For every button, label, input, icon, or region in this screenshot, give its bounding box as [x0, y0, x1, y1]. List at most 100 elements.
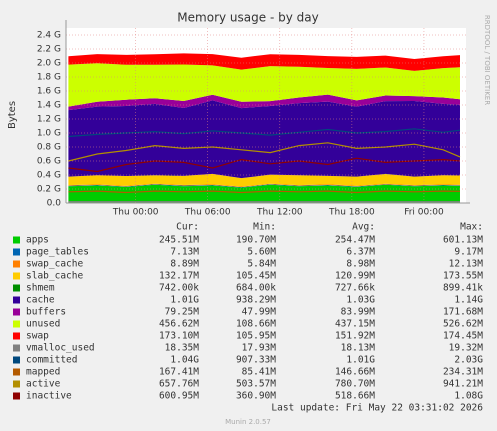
y-axis-label: Bytes — [7, 101, 18, 129]
legend-label: swap_cache — [26, 259, 83, 270]
stat-value: 19.32M — [449, 343, 484, 354]
stat-value: 120.99M — [335, 271, 375, 282]
legend-label: shmem — [26, 283, 55, 294]
stat-value: 18.13M — [341, 343, 376, 354]
legend-swatch — [13, 308, 20, 316]
y-tick-label: 1.2 G — [37, 115, 61, 125]
stat-value: 245.51M — [159, 235, 199, 246]
legend-label: inactive — [26, 391, 72, 402]
legend-swatch — [13, 236, 20, 244]
stat-value: 600.95M — [159, 391, 199, 402]
stat-value: 167.41M — [159, 367, 199, 378]
legend-swatch — [13, 284, 20, 292]
stat-value: 151.92M — [335, 331, 375, 342]
stat-value: 503.57M — [236, 379, 276, 390]
stat-value: 1.04G — [170, 355, 199, 366]
stat-value: 1.01G — [346, 355, 375, 366]
y-tick-label: 1.8 G — [37, 73, 61, 83]
area — [68, 184, 460, 203]
last-update: Last update: Fri May 22 03:31:02 2026 — [271, 403, 483, 414]
footer: Munin 2.0.57 — [225, 418, 271, 426]
stat-value: 657.76M — [159, 379, 199, 390]
stat-value: 938.29M — [236, 295, 276, 306]
x-tick-label: Thu 06:00 — [184, 208, 231, 218]
area — [68, 53, 460, 71]
legend-swatch — [13, 332, 20, 340]
y-tick-label: 0.8 G — [37, 143, 61, 153]
stat-value: 17.93M — [242, 343, 277, 354]
legend-swatch — [13, 380, 20, 388]
side-text: RRDTOOL / TOBI OETIKER — [483, 15, 491, 105]
x-tick-label: Fri 00:00 — [404, 208, 444, 218]
y-tick-label: 0.6 G — [37, 157, 61, 167]
y-tick-label: 2.0 G — [37, 59, 61, 69]
stat-value: 684.00k — [236, 283, 276, 294]
y-tick-label: 0.0 — [47, 199, 62, 209]
stat-value: 1.01G — [170, 295, 199, 306]
stat-value: 941.21M — [443, 379, 483, 390]
stat-value: 12.13M — [449, 259, 484, 270]
stat-value: 907.33M — [236, 355, 276, 366]
stat-value: 105.45M — [236, 271, 276, 282]
stat-value: 360.90M — [236, 391, 276, 402]
legend-label: swap — [26, 331, 49, 342]
stat-value: 132.17M — [159, 271, 199, 282]
stat-value: 899.41k — [443, 283, 483, 294]
stat-value: 780.70M — [335, 379, 375, 390]
x-tick-label: Thu 00:00 — [112, 208, 159, 218]
area — [68, 63, 460, 107]
stats-header: Min: — [253, 222, 276, 233]
stat-value: 108.66M — [236, 319, 276, 330]
legend-label: slab_cache — [26, 271, 83, 282]
legend-swatch — [13, 248, 20, 256]
stat-value: 6.37M — [346, 247, 375, 258]
y-tick-label: 1.0 G — [37, 129, 61, 139]
stat-value: 234.31M — [443, 367, 483, 378]
stat-value: 437.15M — [335, 319, 375, 330]
legend-label: active — [26, 379, 61, 390]
line — [68, 190, 461, 194]
stat-value: 7.13M — [170, 247, 199, 258]
y-tick-label: 1.4 G — [37, 101, 61, 111]
legend-swatch — [13, 320, 20, 328]
legend-label: page_tables — [26, 247, 89, 258]
stat-value: 456.62M — [159, 319, 199, 330]
line — [68, 128, 461, 138]
stat-value: 727.66k — [335, 283, 375, 294]
legend-label: committed — [26, 355, 77, 366]
stat-value: 173.10M — [159, 331, 199, 342]
legend-label: buffers — [26, 307, 66, 318]
legend-label: mapped — [26, 367, 60, 378]
stat-value: 47.99M — [242, 307, 277, 318]
stat-value: 174.45M — [443, 331, 483, 342]
legend-swatch — [13, 296, 20, 304]
stat-value: 742.00k — [159, 283, 199, 294]
area — [68, 94, 460, 111]
stat-value: 1.08G — [454, 391, 483, 402]
legend-swatch — [13, 344, 20, 352]
stats-header: Max: — [460, 222, 483, 233]
y-tick-label: 2.2 G — [37, 45, 61, 55]
chart-title: Memory usage - by day — [177, 11, 318, 25]
legend-label: vmalloc_used — [26, 343, 95, 354]
area — [68, 100, 460, 179]
legend-swatch — [13, 368, 20, 376]
legend-swatch — [13, 272, 20, 280]
stat-value: 173.55M — [443, 271, 483, 282]
stat-value: 526.62M — [443, 319, 483, 330]
stats-header: Cur: — [176, 222, 199, 233]
stat-value: 8.98M — [346, 259, 375, 270]
stat-value: 146.66M — [335, 367, 375, 378]
y-tick-label: 1.6 G — [37, 87, 61, 97]
stat-value: 171.68M — [443, 307, 483, 318]
stat-value: 79.25M — [165, 307, 200, 318]
stat-value: 1.14G — [454, 295, 483, 306]
legend-label: unused — [26, 319, 60, 330]
x-tick-label: Thu 12:00 — [256, 208, 303, 218]
stat-value: 5.84M — [247, 259, 276, 270]
legend-label: cache — [26, 295, 55, 306]
stat-value: 105.95M — [236, 331, 276, 342]
stats-header: Avg: — [352, 222, 375, 233]
stat-value: 9.17M — [454, 247, 483, 258]
